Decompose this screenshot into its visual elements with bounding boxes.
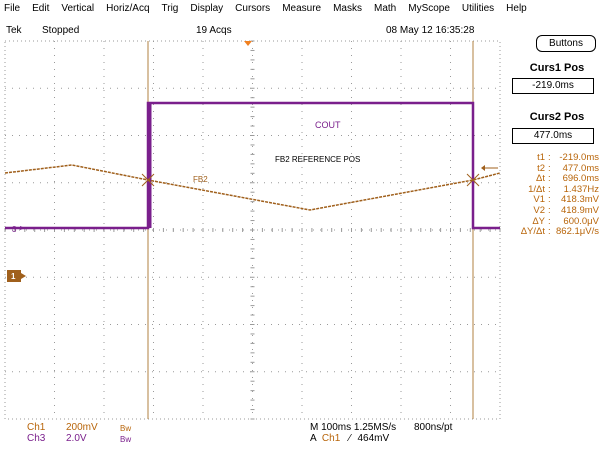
acquisition-count: 19 Acqs <box>196 25 232 36</box>
reference-arrow-head <box>481 165 485 171</box>
readout-value: 600.0μV <box>563 215 599 227</box>
readout-label: ΔY/Δt <box>520 226 545 238</box>
readout-row: t1: -219.0ms <box>505 152 599 164</box>
ch3-bandwidth: Bw <box>120 435 132 444</box>
readout-label: V2 <box>533 204 545 216</box>
cout-label: COUT <box>315 120 341 130</box>
cursor-readout: t1: -219.0ms t2:477.0ms Δt:696.0ms 1/Δt:1.43… <box>505 152 599 238</box>
graticule-grid <box>4 40 501 420</box>
readout-value: 418.9mV <box>560 204 599 216</box>
menu-cursors[interactable]: Cursors <box>235 3 271 14</box>
menu-measure[interactable]: Measure <box>282 3 322 14</box>
readout-label: V1 <box>533 194 545 206</box>
readout-row: ΔY/Δt:862.1μV/s <box>505 227 599 238</box>
ch1-ground-arrow <box>21 273 26 279</box>
readout-row: V2:418.9mV <box>505 204 599 217</box>
menu-horizacq[interactable]: Horiz/Acq <box>106 3 150 14</box>
readout-value: 862.1μV/s <box>556 226 599 238</box>
readout-row: 1/Δt:1.437Hz <box>505 183 599 196</box>
readout-separator: : <box>548 194 551 206</box>
readout-value: 477.0ms <box>562 162 599 174</box>
curs2-pos-field[interactable]: 477.0ms <box>512 128 594 144</box>
ch3-scale: 2.0V <box>66 433 87 444</box>
readout-value: 696.0ms <box>562 173 599 185</box>
menu-masks[interactable]: Masks <box>333 3 362 14</box>
ch1-scale: 200mV <box>66 422 98 433</box>
ch3-label: Ch3 <box>27 433 46 444</box>
menu-myscope[interactable]: MyScope <box>408 3 450 14</box>
readout-separator: : <box>548 162 551 174</box>
ch1-ground-marker: 1 <box>11 272 16 281</box>
ch3-ground-arrow <box>20 226 25 230</box>
menu-help[interactable]: Help <box>506 3 527 14</box>
curs2-pos-title: Curs2 Pos <box>529 111 585 123</box>
trigger-channel: Ch1 <box>321 433 341 444</box>
run-state: Stopped <box>42 25 80 36</box>
readout-label: ΔY <box>532 215 545 227</box>
date-time: 08 May 12 16:35:28 <box>386 25 475 36</box>
readout-separator: : <box>548 226 551 238</box>
menu-bar: File Edit Vertical Horiz/Acq Trig Display Curs… <box>0 0 599 17</box>
cursor2-cross <box>466 173 480 187</box>
trigger-slope-icon: ⁄ <box>349 433 351 444</box>
readout-row: t2:477.0ms <box>505 162 599 175</box>
reference-pos-label: FB2 REFERENCE POS <box>275 155 360 164</box>
ch3-waveform <box>5 101 500 230</box>
trigger-level: 464mV <box>357 433 390 444</box>
curs1-pos-field[interactable]: -219.0ms <box>512 78 594 94</box>
graticule-frame <box>4 40 501 420</box>
readout-separator: : <box>548 215 551 227</box>
readout-row: Δt:696.0ms <box>505 174 599 185</box>
ch1-bandwidth: Bw <box>120 424 132 433</box>
readout-separator: : <box>548 152 551 163</box>
menu-vertical[interactable]: Vertical <box>61 3 95 14</box>
trigger-prefix: A <box>310 433 317 444</box>
readout-value: 1.437Hz <box>563 183 599 195</box>
readout-separator: : <box>548 183 551 195</box>
ch1-waveform <box>4 164 501 211</box>
readout-label: t1 <box>537 152 545 163</box>
readout-separator: : <box>548 173 551 185</box>
status-bar: Tek Stopped 19 Acqs 08 May 12 16:35:28 <box>0 25 510 39</box>
trigger-readout: A Ch1 ⁄ 464mV <box>310 433 389 444</box>
trigger-position-marker <box>244 41 252 46</box>
menu-trig[interactable]: Trig <box>161 3 179 14</box>
ch1-label: Ch1 <box>27 422 46 433</box>
readout-value: -219.0ms <box>559 152 599 163</box>
buttons-button[interactable]: Buttons <box>536 35 596 52</box>
menu-edit[interactable]: Edit <box>32 3 50 14</box>
ch3-ground-marker: 3 <box>12 225 17 234</box>
horizontal-scale: M 100ms 1.25MS/s <box>310 422 397 433</box>
curs1-pos-title: Curs1 Pos <box>529 62 585 74</box>
readout-row: ΔY:600.0μV <box>505 215 599 228</box>
readout-label: 1/Δt <box>528 183 545 195</box>
fb2-label: FB2 <box>193 175 208 184</box>
cursor1-cross <box>141 173 155 187</box>
readout-row: V1:418.3mV <box>505 195 599 206</box>
readout-value: 418.3mV <box>560 194 599 206</box>
menu-utilities[interactable]: Utilities <box>461 3 495 14</box>
menu-file[interactable]: File <box>4 3 21 14</box>
brand-label: Tek <box>6 25 22 36</box>
ch1-ground-marker-box <box>7 270 21 282</box>
readout-label: t2 <box>537 162 545 174</box>
sample-interval: 800ns/pt <box>414 422 453 433</box>
menu-math[interactable]: Math <box>374 3 397 14</box>
readout-separator: : <box>548 204 551 216</box>
readout-label: Δt <box>536 173 545 185</box>
menu-display[interactable]: Display <box>190 3 224 14</box>
